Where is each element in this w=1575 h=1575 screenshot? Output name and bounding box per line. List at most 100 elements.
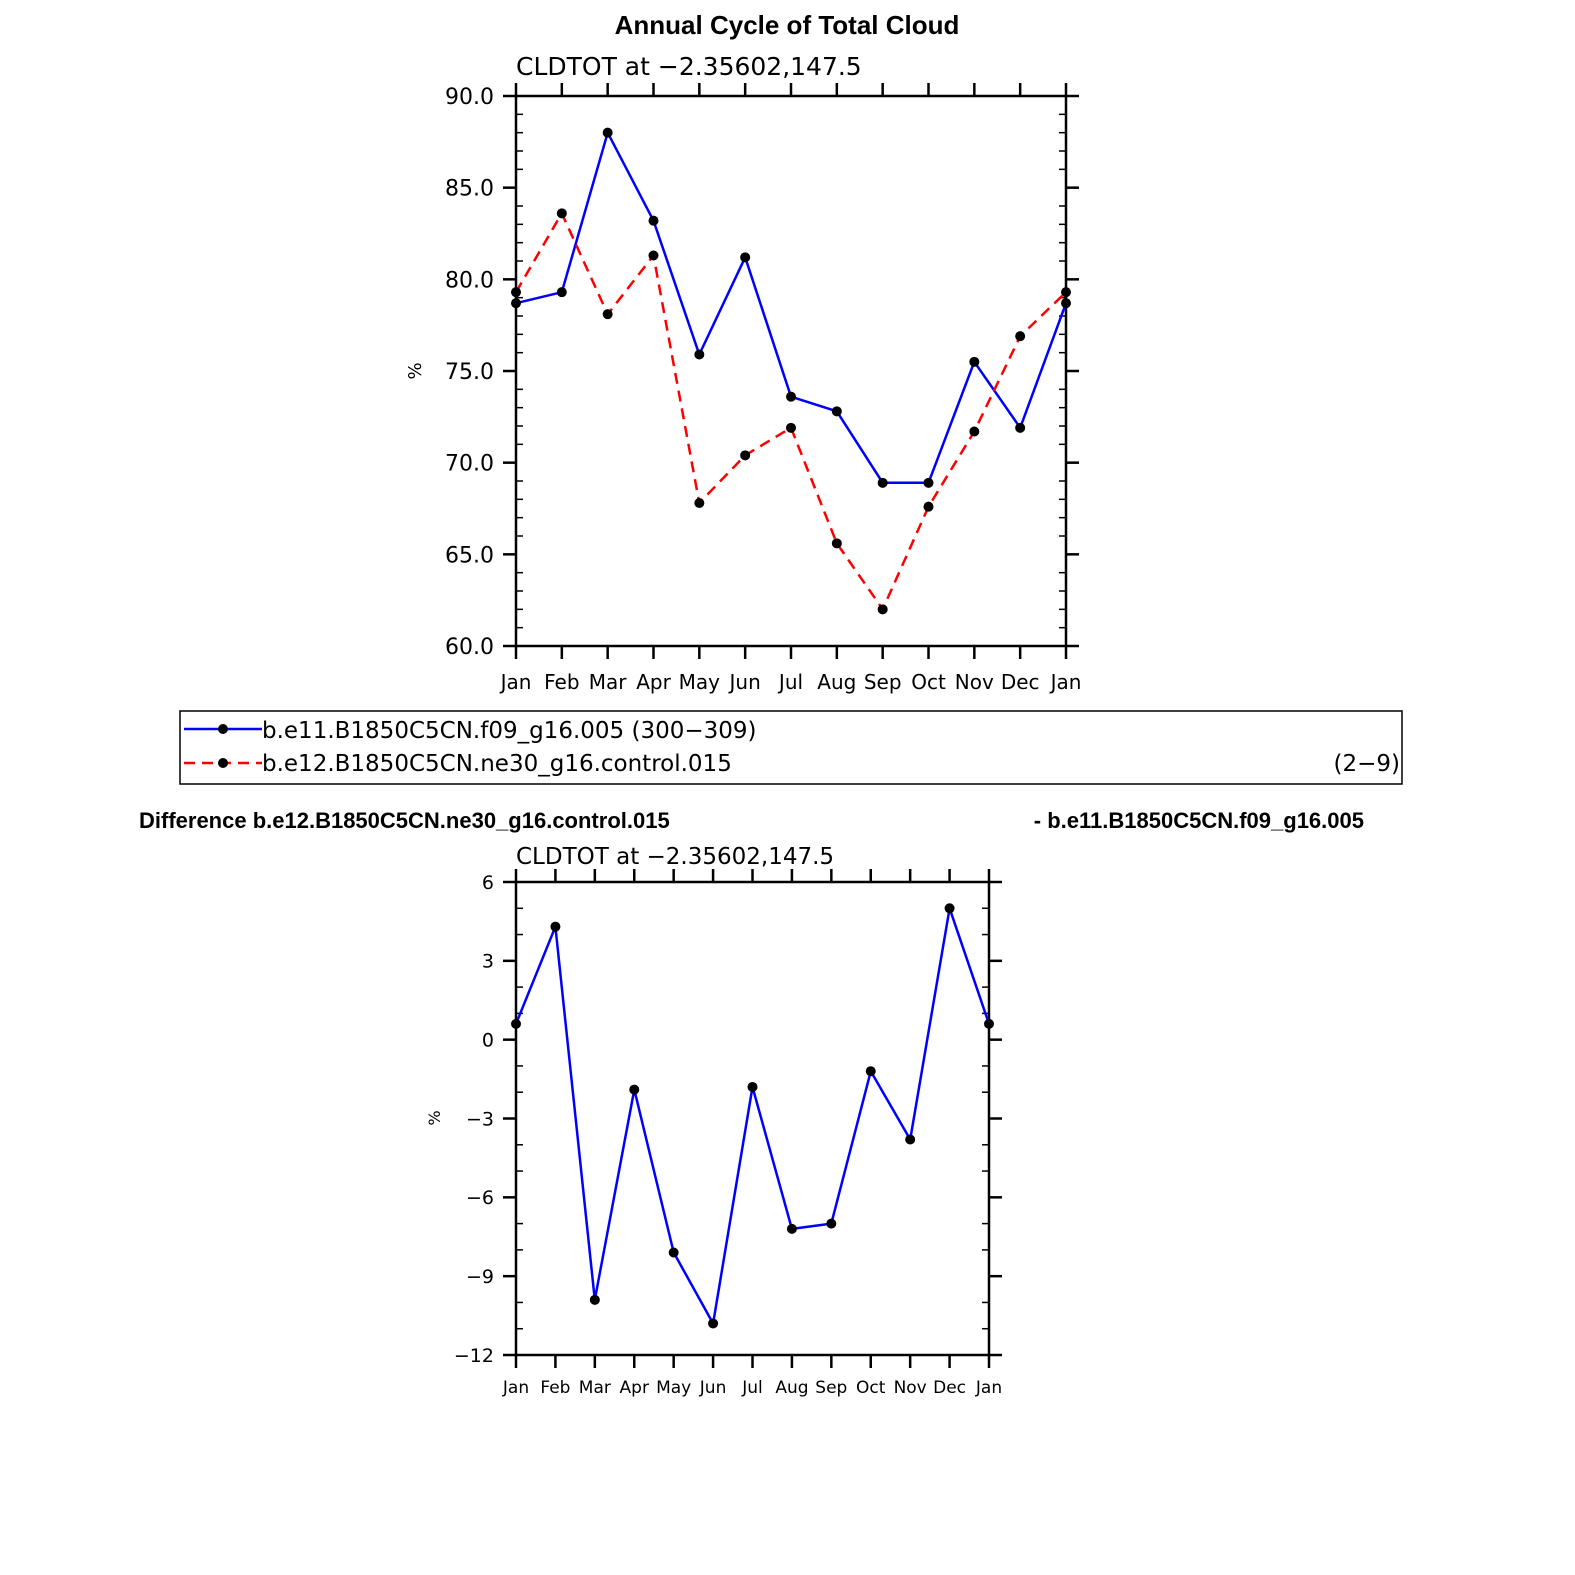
chart1-series-1-point (648, 215, 659, 226)
chart2-ytick-label: −6 (466, 1187, 494, 1209)
chart1-series-2-point (786, 422, 796, 433)
chart2-series-1-line (514, 907, 991, 1325)
chart1-ytick-label: 85.0 (445, 177, 494, 202)
main-title: Annual Cycle of Total Cloud (615, 10, 960, 40)
annual-cycle-chart: CLDTOT at −2.35602,147.5 Jan Feb Mar Apr May… (405, 52, 1081, 694)
chart2-series-1-point (708, 1318, 719, 1329)
chart1-series-2-line (514, 212, 1067, 611)
chart2-xtick-label: May (656, 1378, 691, 1398)
chart1-series-2-point (648, 250, 659, 261)
chart1-xtick-label: Apr (636, 670, 671, 694)
chart1-ytick-label: 75.0 (445, 360, 494, 385)
chart2-xtick-label: Feb (540, 1378, 570, 1398)
chart1-series-2-point (556, 208, 567, 219)
chart1-ytick-label: 65.0 (445, 543, 494, 568)
chart2-xtick-label: Nov (894, 1378, 927, 1398)
chart1-xtick-label: Nov (955, 670, 994, 694)
legend-label-series-2: b.e12.B1850C5CN.ne30_g16.control.015 (262, 751, 732, 777)
chart2-xtick-label: Sep (815, 1378, 847, 1398)
chart2-xtick-label: Jun (699, 1378, 727, 1398)
chart2-series-1-point (826, 1218, 837, 1229)
chart2-ytick-label: −3 (466, 1108, 494, 1130)
chart2-xtick-label: Jan (975, 1378, 1002, 1398)
chart2-ytick-label: 3 (482, 951, 494, 973)
chart2-subtitle: CLDTOT at −2.35602,147.5 (516, 844, 834, 870)
chart1-xtick-label: Jul (777, 670, 803, 694)
legend-marker-series-2 (218, 758, 228, 768)
legend-extra-label: (2−9) (1334, 751, 1400, 777)
chart2-xtick-label: Dec (933, 1378, 966, 1398)
chart1-series-2-point (1061, 287, 1071, 298)
chart2-xtick-label: Jan (502, 1378, 529, 1398)
chart1-xtick-label: Oct (911, 670, 946, 694)
chart2-series-1-point (865, 1066, 876, 1077)
chart2-ytick-label: −12 (454, 1345, 494, 1367)
chart2-xtick-label: Aug (775, 1378, 808, 1398)
chart1-series-1-point (877, 477, 888, 488)
chart1-series-1-point (786, 391, 796, 402)
chart1-plot-frame (514, 94, 1068, 648)
chart2-plot-frame (514, 880, 991, 1357)
chart2-ytick-label: −9 (466, 1266, 494, 1288)
chart1-ytick-label: 60.0 (445, 635, 494, 660)
chart1-series-1-point (602, 127, 613, 138)
chart2-xtick-label: Mar (579, 1378, 611, 1398)
chart1-series-2-point (602, 309, 613, 320)
chart2-series-1-point (944, 903, 955, 914)
chart1-series-2-point (877, 604, 888, 615)
chart1-series-2-point (511, 287, 521, 298)
chart2-xtick-label: Oct (856, 1378, 886, 1398)
chart2-series-1-point (905, 1134, 916, 1145)
chart1-series-2-point (1015, 331, 1026, 342)
legend-marker-series-1 (218, 724, 228, 734)
chart2-series-1-point (786, 1223, 797, 1234)
chart1-xtick-label: Mar (589, 670, 628, 694)
chart1-ylabel: % (405, 362, 426, 379)
chart1-xtick-label: Sep (864, 670, 902, 694)
chart2-series-1-point (589, 1294, 600, 1305)
chart2-series-1-point (984, 1018, 994, 1029)
chart1-xtick-label: Jan (1049, 670, 1082, 694)
chart1-series-1-point (1015, 422, 1026, 433)
legend-box (179, 710, 1403, 785)
chart1-series-1-point (923, 477, 934, 488)
chart1-ytick-label: 80.0 (445, 268, 494, 293)
chart1-series-1-point (1061, 298, 1071, 309)
chart1-series-1-point (511, 298, 521, 309)
chart1-series-2-point (694, 498, 705, 508)
chart2-title-right: - b.e11.B1850C5CN.f09_g16.005 (1034, 808, 1364, 833)
chart1-xtick-label: Aug (817, 670, 856, 694)
chart2-series-1-point (629, 1084, 640, 1095)
chart1-xtick-label: May (679, 670, 721, 694)
chart2-xtick-label: Apr (620, 1378, 649, 1398)
chart1-xtick-label: Dec (1001, 670, 1040, 694)
chart1-series-1-point (740, 252, 751, 263)
chart2-ytick-label: 6 (482, 872, 494, 894)
chart1-xtick-label: Jun (728, 670, 761, 694)
chart1-series-1-point (831, 406, 842, 417)
chart1-series-2-point (969, 426, 980, 437)
chart1-subtitle: CLDTOT at −2.35602,147.5 (516, 52, 862, 81)
chart1-series-2-point (831, 538, 842, 549)
chart1-xtick-label: Feb (544, 670, 579, 694)
chart2-series-1-point (747, 1081, 758, 1092)
chart2-title-left: Difference b.e12.B1850C5CN.ne30_g16.cont… (139, 808, 670, 833)
chart2-xtick-label: Jul (741, 1378, 763, 1398)
chart2-series-1-point (511, 1018, 521, 1029)
legend-label-series-1: b.e11.B1850C5CN.f09_g16.005 (300−309) (262, 718, 757, 744)
chart2-ytick-label: 0 (482, 1030, 494, 1052)
chart2-series-1-point (668, 1247, 679, 1258)
chart2-ylabel: % (425, 1110, 444, 1125)
chart1-series-1-point (694, 349, 705, 360)
chart1-series-2-point (740, 450, 751, 461)
chart1-series-2-point (923, 501, 934, 512)
difference-chart: Difference b.e12.B1850C5CN.ne30_g16.cont… (139, 808, 1364, 1398)
chart1-ytick-label: 90.0 (445, 85, 494, 110)
chart1-series-1-point (969, 356, 980, 367)
chart2-series-1-point (550, 921, 561, 932)
chart1-xtick-label: Jan (499, 670, 532, 694)
chart1-series-1-point (556, 287, 567, 298)
legend: b.e11.B1850C5CN.f09_g16.005 (300−309) b.… (179, 710, 1403, 785)
chart1-ytick-label: 70.0 (445, 452, 494, 477)
